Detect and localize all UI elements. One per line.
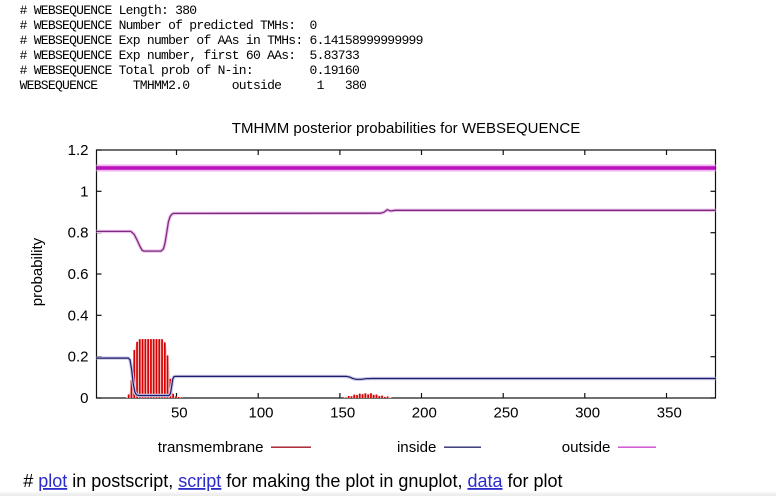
svg-text:# WEBSEQUENCE Total prob of N-: # WEBSEQUENCE Total prob of N-in: 0.1916… [20,63,359,78]
svg-text:0.2: 0.2 [68,349,89,366]
svg-text:# WEBSEQUENCE Exp number of AA: # WEBSEQUENCE Exp number of AAs in TMHs:… [20,33,423,48]
svg-text:probability: probability [29,237,46,306]
svg-text:0.6: 0.6 [68,266,89,283]
svg-text:1.2: 1.2 [68,142,89,159]
svg-text:150: 150 [330,404,355,421]
svg-text:0: 0 [80,390,88,407]
svg-text:200: 200 [412,404,437,421]
svg-text:# plot in postscript, script f: # plot in postscript, script for making … [23,471,562,491]
svg-text:0.8: 0.8 [68,225,89,242]
svg-text:350: 350 [657,404,682,421]
svg-text:transmembrane: transmembrane [158,439,264,456]
svg-text:50: 50 [171,404,188,421]
svg-text:# WEBSEQUENCE Number of predic: # WEBSEQUENCE Number of predicted TMHs: … [20,18,317,33]
svg-text:# WEBSEQUENCE Exp number, firs: # WEBSEQUENCE Exp number, first 60 AAs: … [20,48,359,63]
svg-text:1: 1 [80,183,88,200]
svg-text:outside: outside [562,439,611,456]
svg-text:WEBSEQUENCE TMHMM2.0: WEBSEQUENCE TMHMM2.0 outside 1 380 [20,78,367,93]
svg-text:250: 250 [493,404,518,421]
svg-text:TMHMM posterior probabilities: TMHMM posterior probabilities for WEBSEQ… [232,120,580,137]
svg-text:# WEBSEQUENCE Length: 380: # WEBSEQUENCE Length: 380 [20,3,197,18]
svg-text:inside: inside [397,439,436,456]
svg-text:0.4: 0.4 [68,307,89,324]
svg-text:300: 300 [575,404,600,421]
svg-text:100: 100 [248,404,273,421]
